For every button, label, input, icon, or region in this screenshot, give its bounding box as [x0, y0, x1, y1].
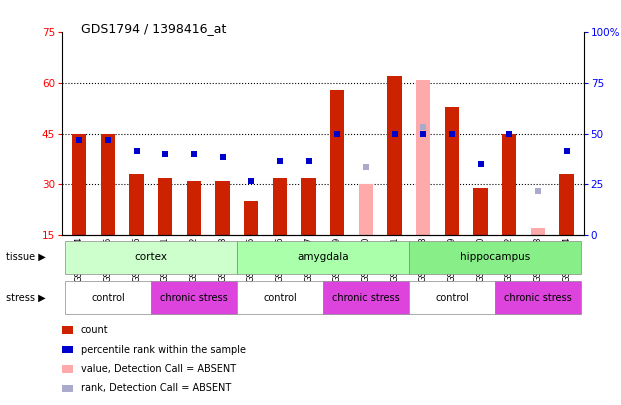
- Point: [160, 151, 170, 157]
- Point: [561, 147, 571, 154]
- Point: [389, 130, 399, 137]
- Point: [447, 130, 457, 137]
- Point: [361, 164, 371, 171]
- Bar: [409, 281, 495, 314]
- Bar: [330, 90, 345, 235]
- Text: count: count: [81, 325, 108, 335]
- Bar: [445, 107, 459, 235]
- Point: [275, 158, 285, 164]
- Bar: [215, 181, 230, 235]
- Bar: [158, 177, 173, 235]
- Bar: [237, 241, 409, 274]
- Bar: [416, 80, 430, 235]
- Text: rank, Detection Call = ABSENT: rank, Detection Call = ABSENT: [81, 384, 231, 393]
- Bar: [273, 177, 287, 235]
- Bar: [495, 281, 581, 314]
- Text: cortex: cortex: [135, 252, 168, 262]
- Bar: [473, 188, 487, 235]
- Text: GDS1794 / 1398416_at: GDS1794 / 1398416_at: [81, 22, 226, 35]
- Point: [247, 178, 256, 184]
- Text: tissue ▶: tissue ▶: [6, 252, 46, 262]
- Point: [332, 130, 342, 137]
- Point: [419, 124, 428, 130]
- Text: value, Detection Call = ABSENT: value, Detection Call = ABSENT: [81, 364, 236, 374]
- Point: [419, 130, 428, 137]
- Point: [217, 154, 227, 160]
- Point: [75, 137, 84, 144]
- Bar: [129, 174, 144, 235]
- Text: control: control: [91, 293, 125, 303]
- Bar: [187, 181, 201, 235]
- Bar: [65, 281, 151, 314]
- Point: [189, 151, 199, 157]
- Text: percentile rank within the sample: percentile rank within the sample: [81, 345, 246, 354]
- Text: hippocampus: hippocampus: [460, 252, 530, 262]
- Text: control: control: [435, 293, 469, 303]
- Bar: [151, 281, 237, 314]
- Point: [304, 158, 314, 164]
- Bar: [65, 241, 237, 274]
- Bar: [409, 241, 581, 274]
- Text: control: control: [263, 293, 297, 303]
- Bar: [301, 177, 315, 235]
- Bar: [101, 134, 115, 235]
- Bar: [237, 281, 323, 314]
- Bar: [502, 134, 517, 235]
- Text: chronic stress: chronic stress: [160, 293, 228, 303]
- Point: [561, 147, 571, 154]
- Bar: [323, 281, 409, 314]
- Point: [504, 130, 514, 137]
- Text: chronic stress: chronic stress: [504, 293, 572, 303]
- Point: [476, 161, 486, 167]
- Bar: [388, 76, 402, 235]
- Bar: [531, 228, 545, 235]
- Bar: [72, 134, 86, 235]
- Point: [103, 137, 113, 144]
- Text: chronic stress: chronic stress: [332, 293, 400, 303]
- Bar: [244, 201, 258, 235]
- Bar: [560, 174, 574, 235]
- Text: stress ▶: stress ▶: [6, 293, 46, 303]
- Bar: [560, 174, 574, 235]
- Text: amygdala: amygdala: [297, 252, 349, 262]
- Point: [132, 147, 142, 154]
- Point: [533, 188, 543, 194]
- Bar: [359, 184, 373, 235]
